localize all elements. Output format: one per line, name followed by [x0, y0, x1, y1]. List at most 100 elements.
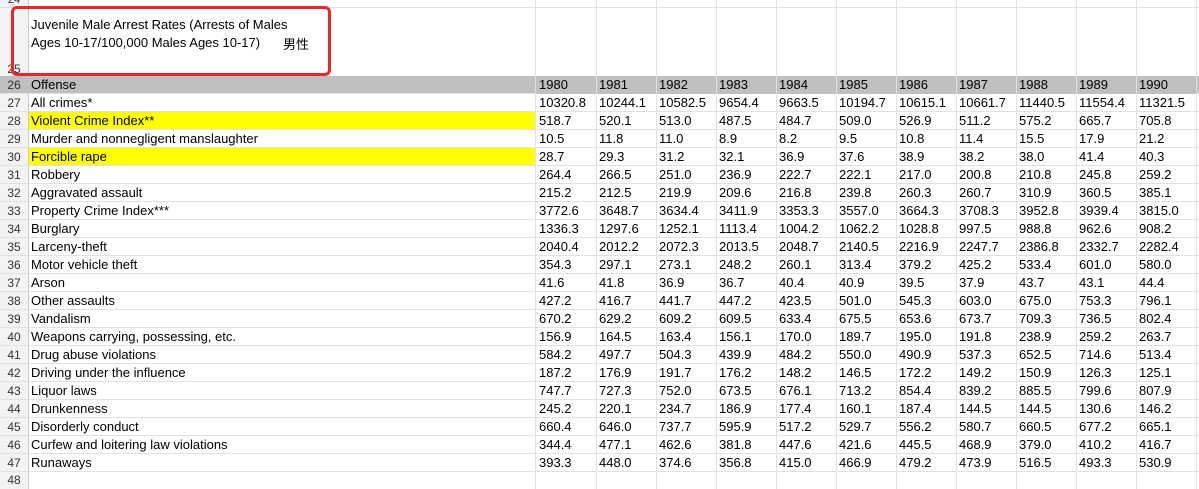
value-cell[interactable]: 677.2: [1079, 419, 1112, 434]
value-cell[interactable]: 462.6: [659, 437, 692, 452]
value-cell[interactable]: 753.3: [1079, 293, 1112, 308]
value-cell[interactable]: 11321.5: [1139, 95, 1186, 110]
table-row[interactable]: 44 Drunkenness 245.2 220.1 234.7 186.9 177.4 16…: [0, 400, 1199, 418]
value-cell[interactable]: 146.2: [1139, 401, 1172, 416]
table-row[interactable]: 47 Runaways 393.3 448.0 374.6 356.8 415.0 466.9…: [0, 454, 1199, 472]
value-cell[interactable]: 215.2: [539, 185, 572, 200]
value-cell[interactable]: 264.4: [539, 167, 572, 182]
value-cell[interactable]: 219.9: [659, 185, 692, 200]
value-cell[interactable]: 908.2: [1139, 221, 1172, 236]
value-cell[interactable]: 10661.7: [959, 95, 1006, 110]
value-cell[interactable]: 673.7: [959, 311, 992, 326]
value-cell[interactable]: 714.6: [1079, 347, 1112, 362]
year-header-cell[interactable]: 1989: [1077, 76, 1137, 94]
value-cell[interactable]: 2040.4: [539, 239, 579, 254]
year-header-cell[interactable]: 1982: [657, 76, 717, 94]
value-cell[interactable]: 186.9: [719, 401, 752, 416]
value-cell[interactable]: 187.4: [899, 401, 932, 416]
value-cell[interactable]: 1336.3: [539, 221, 579, 236]
row-number[interactable]: 44: [7, 402, 21, 416]
value-cell[interactable]: 251.0: [659, 167, 692, 182]
value-cell[interactable]: 164.5: [599, 329, 632, 344]
table-row[interactable]: 39 Vandalism 670.2 629.2 609.2 609.5 633.4 675.…: [0, 310, 1199, 328]
value-cell[interactable]: 177.4: [779, 401, 812, 416]
value-cell[interactable]: 603.0: [959, 293, 992, 308]
value-cell[interactable]: 313.4: [839, 257, 872, 272]
value-cell[interactable]: 28.7: [539, 149, 565, 164]
value-cell[interactable]: 176.9: [599, 365, 632, 380]
value-cell[interactable]: 3353.3: [779, 203, 819, 218]
row-number[interactable]: 32: [7, 186, 21, 200]
offense-cell[interactable]: Drunkenness: [31, 401, 108, 416]
year-header-cell[interactable]: 1980: [537, 76, 597, 94]
value-cell[interactable]: 752.0: [659, 383, 692, 398]
row-number[interactable]: 37: [7, 276, 21, 290]
value-cell[interactable]: 441.7: [659, 293, 692, 308]
value-cell[interactable]: 2216.9: [899, 239, 939, 254]
value-cell[interactable]: 21.2: [1139, 131, 1165, 146]
value-cell[interactable]: 189.7: [839, 329, 872, 344]
value-cell[interactable]: 511.2: [959, 113, 991, 128]
value-cell[interactable]: 713.2: [839, 383, 872, 398]
value-cell[interactable]: 477.1: [599, 437, 632, 452]
row-number[interactable]: 39: [7, 312, 21, 326]
row-number[interactable]: 31: [7, 168, 21, 182]
table-row[interactable]: 33 Property Crime Index*** 3772.6 3648.7 363…: [0, 202, 1199, 220]
value-cell[interactable]: 36.7: [719, 275, 745, 290]
value-cell[interactable]: 209.6: [719, 185, 752, 200]
value-cell[interactable]: 38.0: [1019, 149, 1045, 164]
value-cell[interactable]: 41.6: [539, 275, 565, 290]
value-cell[interactable]: 584.2: [539, 347, 572, 362]
table-row[interactable]: 34 Burglary 1336.3 1297.6 1252.1 1113.4 1004.2…: [0, 220, 1199, 238]
value-cell[interactable]: 144.5: [1019, 401, 1052, 416]
value-cell[interactable]: 513.4: [1139, 347, 1172, 362]
value-cell[interactable]: 17.9: [1079, 131, 1105, 146]
value-cell[interactable]: 15.5: [1019, 131, 1045, 146]
row-number[interactable]: 46: [7, 438, 21, 452]
value-cell[interactable]: 652.5: [1019, 347, 1052, 362]
value-cell[interactable]: 212.5: [599, 185, 632, 200]
value-cell[interactable]: 38.9: [899, 149, 925, 164]
value-cell[interactable]: 360.5: [1079, 185, 1112, 200]
row-number[interactable]: 38: [7, 294, 21, 308]
value-cell[interactable]: 736.5: [1079, 311, 1112, 326]
offense-cell[interactable]: Arson: [31, 275, 65, 290]
value-cell[interactable]: 381.8: [719, 437, 752, 452]
row-number[interactable]: 24: [7, 0, 21, 6]
value-cell[interactable]: 40.3: [1139, 149, 1165, 164]
value-cell[interactable]: 172.2: [899, 365, 932, 380]
value-cell[interactable]: 8.2: [779, 131, 798, 146]
value-cell[interactable]: 448.0: [599, 455, 632, 470]
value-cell[interactable]: 675.0: [1019, 293, 1052, 308]
row-number[interactable]: 42: [7, 366, 21, 380]
value-cell[interactable]: 11554.4: [1079, 95, 1126, 110]
offense-cell[interactable]: Robbery: [31, 167, 81, 182]
value-cell[interactable]: 3952.8: [1019, 203, 1059, 218]
value-cell[interactable]: 125.1: [1139, 365, 1172, 380]
value-cell[interactable]: 556.2: [899, 419, 932, 434]
value-cell[interactable]: 421.6: [839, 437, 872, 452]
value-cell[interactable]: 245.8: [1079, 167, 1112, 182]
row-number[interactable]: 34: [7, 222, 21, 236]
value-cell[interactable]: 260.7: [959, 185, 992, 200]
value-cell[interactable]: 885.5: [1019, 383, 1052, 398]
value-cell[interactable]: 43.1: [1079, 275, 1105, 290]
value-cell[interactable]: 41.8: [599, 275, 625, 290]
value-cell[interactable]: 176.2: [719, 365, 752, 380]
offense-cell[interactable]: Larceny-theft: [31, 239, 107, 254]
value-cell[interactable]: 1297.6: [599, 221, 639, 236]
value-cell[interactable]: 3772.6: [539, 203, 579, 218]
value-cell[interactable]: 1252.1: [659, 221, 699, 236]
value-cell[interactable]: 1004.2: [779, 221, 819, 236]
table-row[interactable]: 40 Weapons carrying, possessing, etc. 156.…: [0, 328, 1199, 346]
offense-cell[interactable]: Weapons carrying, possessing, etc.: [31, 329, 236, 344]
value-cell[interactable]: 513.0: [659, 113, 692, 128]
value-cell[interactable]: 3411.9: [719, 203, 758, 218]
value-cell[interactable]: 259.2: [1139, 167, 1172, 182]
table-row[interactable]: 46 Curfew and loitering law violations 344…: [0, 436, 1199, 454]
value-cell[interactable]: 473.9: [959, 455, 992, 470]
value-cell[interactable]: 609.2: [659, 311, 692, 326]
table-row[interactable]: 45 Disorderly conduct 660.4 646.0 737.7 595.9…: [0, 418, 1199, 436]
value-cell[interactable]: 11440.5: [1019, 95, 1066, 110]
value-cell[interactable]: 245.2: [539, 401, 572, 416]
